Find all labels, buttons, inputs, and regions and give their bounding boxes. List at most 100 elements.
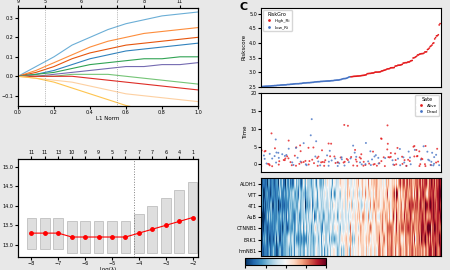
Point	[401, 158, 408, 162]
Point	[260, 84, 267, 89]
Point	[269, 84, 276, 88]
Point	[362, 162, 369, 166]
Point	[257, 85, 265, 89]
Point	[334, 160, 342, 164]
Point	[428, 44, 435, 48]
Point	[325, 141, 332, 146]
Point	[367, 71, 374, 76]
Point	[414, 154, 421, 158]
Point	[392, 151, 399, 156]
Point	[411, 154, 418, 158]
Point	[389, 158, 396, 163]
Point	[436, 21, 444, 26]
Point	[436, 23, 443, 27]
Point	[385, 67, 392, 71]
Point	[328, 79, 336, 83]
Point	[261, 157, 268, 161]
Point	[392, 64, 400, 68]
Point	[395, 63, 402, 68]
Point	[263, 84, 270, 88]
Point	[316, 80, 323, 84]
Point	[350, 74, 357, 79]
Point	[380, 155, 387, 160]
Point	[311, 80, 319, 84]
Point	[324, 79, 331, 83]
Point	[319, 148, 326, 153]
Point	[308, 80, 315, 85]
Point	[265, 84, 272, 88]
Point	[369, 157, 376, 162]
Point	[349, 74, 356, 79]
Point	[356, 74, 364, 78]
Point	[296, 162, 303, 166]
Point	[269, 164, 276, 168]
Point	[341, 76, 348, 81]
Point	[322, 158, 329, 162]
Point	[431, 37, 438, 41]
Point	[376, 161, 383, 165]
Point	[258, 85, 265, 89]
Point	[362, 141, 369, 145]
Point	[320, 164, 328, 168]
Point	[376, 70, 383, 74]
Point	[272, 83, 279, 88]
Point	[328, 79, 335, 83]
Point	[428, 43, 436, 47]
Point	[357, 73, 364, 78]
Point	[434, 33, 441, 38]
Point	[375, 156, 382, 160]
Point	[332, 78, 339, 82]
Point	[416, 52, 423, 56]
Point	[422, 164, 429, 168]
Point	[427, 44, 434, 49]
Point	[338, 77, 345, 82]
Point	[396, 147, 404, 151]
Point	[380, 68, 387, 73]
Point	[271, 146, 279, 150]
Point	[302, 81, 310, 85]
Point	[406, 60, 413, 64]
Point	[280, 83, 287, 87]
Point	[265, 162, 272, 166]
Point	[398, 63, 405, 67]
Point	[338, 157, 346, 161]
Point	[372, 70, 379, 74]
Point	[310, 145, 317, 150]
Point	[337, 77, 344, 82]
Point	[258, 164, 265, 168]
Point	[406, 155, 414, 160]
Bar	[134, 214, 144, 253]
Point	[351, 150, 358, 155]
Point	[329, 79, 337, 83]
Point	[339, 77, 346, 81]
Point	[373, 70, 380, 74]
Point	[315, 159, 322, 164]
Point	[325, 79, 332, 83]
Point	[390, 162, 397, 167]
Point	[284, 82, 292, 87]
Point	[346, 75, 354, 79]
Point	[261, 149, 268, 154]
Point	[392, 162, 400, 167]
Point	[292, 145, 300, 150]
Point	[360, 160, 367, 164]
Point	[321, 160, 328, 164]
Point	[399, 162, 406, 166]
Point	[326, 149, 333, 153]
Point	[356, 160, 364, 165]
Bar	[161, 198, 171, 253]
Bar	[188, 183, 198, 253]
Point	[359, 73, 366, 77]
Point	[375, 70, 382, 74]
Point	[266, 84, 273, 88]
Point	[278, 83, 285, 87]
Point	[292, 82, 300, 86]
Point	[432, 35, 439, 40]
Y-axis label: Riskscore: Riskscore	[241, 34, 246, 60]
Bar	[174, 190, 184, 253]
Point	[413, 148, 420, 152]
Point	[429, 41, 436, 46]
Point	[271, 154, 278, 158]
Point	[405, 60, 412, 64]
Point	[340, 160, 347, 165]
